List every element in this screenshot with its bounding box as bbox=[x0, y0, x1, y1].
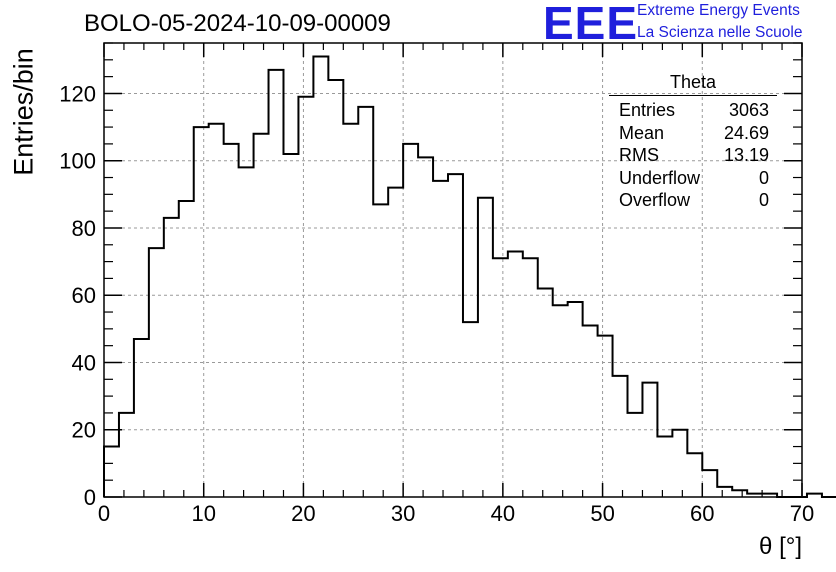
stats-value: 3063 bbox=[728, 100, 769, 120]
stats-label: Mean bbox=[619, 122, 665, 143]
stats-value: 0 bbox=[758, 167, 769, 188]
stats-row: Underflow 0 bbox=[609, 167, 777, 190]
stats-row: Overflow 0 bbox=[609, 189, 777, 212]
x-tick-label: 70 bbox=[790, 501, 814, 526]
y-tick-label: 100 bbox=[59, 149, 96, 174]
x-tick-label: 10 bbox=[191, 501, 215, 526]
y-tick-label: 60 bbox=[72, 283, 96, 308]
y-tick-label: 0 bbox=[84, 485, 96, 510]
grid-lines bbox=[104, 43, 802, 497]
stats-label: Underflow bbox=[619, 167, 701, 188]
y-tick-label: 120 bbox=[59, 81, 96, 106]
x-tick-label: 50 bbox=[590, 501, 614, 526]
tick-labels: 0 10 20 30 40 50 60 70 0 20 40 60 80 100 120 bbox=[59, 81, 814, 526]
stats-title: Theta bbox=[609, 72, 777, 96]
stats-label: Overflow bbox=[619, 190, 691, 210]
stats-row: Mean 24.69 bbox=[609, 122, 777, 145]
stats-label: Entries bbox=[619, 100, 676, 120]
y-tick-label: 40 bbox=[72, 350, 96, 375]
y-tick-label: 80 bbox=[72, 216, 96, 241]
stats-label: RMS bbox=[619, 145, 659, 165]
stats-row: Entries 3063 bbox=[609, 99, 777, 122]
x-tick-label: 40 bbox=[491, 501, 515, 526]
stats-value: 0 bbox=[758, 190, 769, 210]
axis-ticks bbox=[103, 42, 803, 498]
logo-line-1: Extreme Energy Events bbox=[637, 2, 800, 19]
y-axis-title: Entries/bin bbox=[8, 48, 39, 176]
stats-row: RMS 13.19 bbox=[609, 144, 777, 167]
histogram-series bbox=[103, 55, 836, 498]
logo-line-2: La Scienza nelle Scuole bbox=[637, 24, 803, 41]
plot-frame bbox=[103, 42, 803, 498]
x-tick-label: 30 bbox=[391, 501, 415, 526]
eee-logo: EEE bbox=[543, 0, 639, 49]
x-tick-label: 60 bbox=[690, 501, 714, 526]
x-tick-label: 0 bbox=[98, 501, 110, 526]
stats-value: 24.69 bbox=[723, 122, 769, 143]
x-axis-title: θ [°] bbox=[759, 533, 802, 560]
y-tick-label: 20 bbox=[72, 418, 96, 443]
x-tick-label: 20 bbox=[291, 501, 315, 526]
stats-value: 13.19 bbox=[723, 145, 769, 165]
stats-box: Theta Entries 3063 Mean 24.69 RMS 13.19 Und… bbox=[609, 72, 777, 212]
run-title: BOLO-05-2024-10-09-00009 bbox=[84, 10, 391, 37]
